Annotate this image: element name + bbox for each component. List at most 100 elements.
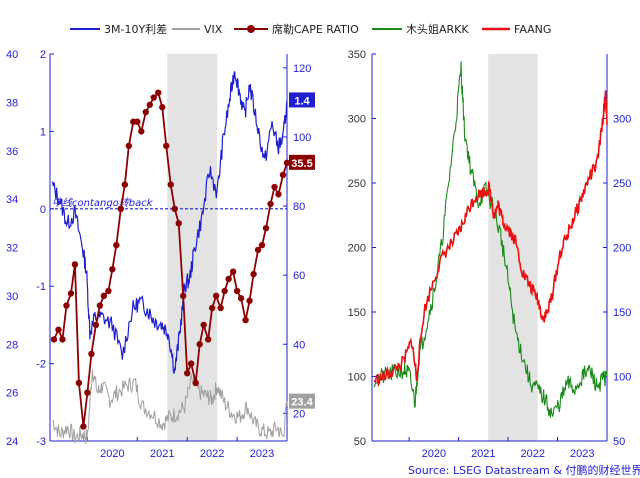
right-axis-tick-label: 200: [613, 243, 631, 255]
cape-point: [167, 181, 174, 188]
x-axis-tick-label: 2020: [100, 448, 124, 460]
right-axis-tick-label: 300: [613, 114, 631, 126]
right-axis-tick-label: 20: [293, 408, 305, 420]
middle-axis-tick-label: 2: [40, 49, 46, 61]
right-axis-tick-label: 250: [613, 178, 631, 190]
left-axis-tick-label: 40: [6, 49, 18, 61]
end-value-badge-label: 1.4: [294, 95, 310, 107]
cape-point: [50, 336, 58, 343]
cape-point: [221, 287, 228, 295]
left-panel: 24 26 28 30 32 34 36 38 40 -3 -2 -1 0 1 2 20 40 60 80 100 12…: [6, 49, 315, 460]
cape-point: [121, 181, 129, 188]
series-line-faang: [373, 90, 608, 388]
cape-point: [75, 379, 83, 387]
right-axis-tick-label: 120: [293, 63, 311, 75]
middle-axis-tick-label: 0: [40, 204, 46, 216]
cape-point: [155, 89, 162, 96]
zero-line-annotation: 中线contango转back: [52, 197, 154, 209]
cape-point: [204, 336, 212, 343]
x-axis-tick-label: 2022: [521, 448, 545, 460]
cape-point: [88, 350, 95, 358]
cape-point: [283, 159, 291, 167]
cape-point: [84, 389, 91, 396]
cape-point: [279, 171, 287, 179]
right-axis-tick-label: 100: [613, 372, 631, 384]
cape-point: [242, 316, 249, 324]
left-axis-tick-label: 36: [6, 146, 18, 158]
cape-point: [63, 302, 70, 309]
cape-point: [250, 270, 257, 278]
legend-marker-cape: [247, 25, 255, 33]
cape-point: [146, 101, 153, 108]
cape-point: [171, 205, 178, 212]
legend-label-cape: 席勒CAPE RATIO: [272, 22, 359, 36]
cape-point: [254, 246, 262, 254]
cape-point: [138, 128, 145, 135]
left-axis-tick-label: 150: [348, 307, 366, 319]
cape-point: [267, 200, 274, 208]
right-axis-tick-label: 80: [293, 201, 305, 213]
right-axis-tick-label: 40: [293, 339, 305, 351]
cape-point: [184, 370, 191, 377]
x-axis-tick-label: 2023: [250, 448, 274, 460]
cape-point: [125, 142, 133, 150]
right-axis-tick-label: 60: [293, 270, 305, 282]
end-value-badge: [289, 154, 315, 170]
left-axis-tick-label: 24: [6, 436, 18, 448]
cape-point: [275, 191, 282, 198]
legend-label-arkk: 木头姐ARKK: [406, 22, 469, 36]
cape-point: [71, 261, 79, 268]
cape-point: [175, 220, 182, 227]
cape-point: [233, 287, 241, 295]
end-value-badge-label: 35.5: [291, 158, 312, 170]
middle-axis-tick-label: 1: [40, 126, 46, 138]
left-axis-tick-label: 100: [348, 372, 366, 384]
cape-point: [180, 292, 187, 300]
cape-point: [150, 94, 157, 101]
left-axis-tick-label: 32: [6, 243, 18, 255]
legend: 3M-10Y利差 VIX 席勒CAPE RATIO 木头姐ARKK FAANG: [70, 22, 551, 36]
x-axis-tick-label: 2021: [150, 448, 174, 460]
cape-point: [225, 275, 232, 283]
left-axis-tick-label: 26: [6, 388, 18, 400]
cape-point: [208, 304, 216, 312]
cape-point: [163, 142, 170, 150]
series-line-vix: [52, 369, 288, 444]
middle-axis-tick-label: -2: [36, 359, 46, 371]
legend-label-spread: 3M-10Y利差: [104, 22, 167, 36]
cape-point: [113, 241, 120, 249]
cape-point: [217, 304, 224, 312]
right-axis-tick-label: 50: [613, 436, 625, 448]
cape-point: [258, 241, 266, 249]
series-line-arkk: [373, 61, 608, 418]
cape-point: [192, 379, 199, 387]
x-axis-tick-label: 2022: [200, 448, 224, 460]
left-axis-tick-label: 28: [6, 339, 18, 351]
source-note: Source: LSEG Datastream & 付鹏的财经世界: [408, 463, 640, 477]
cape-point: [237, 295, 245, 302]
cape-point: [246, 297, 253, 304]
right-panel: 50 100 150 200 250 300 350 50 100 150 200 250 300 202…: [348, 49, 632, 460]
left-axis-tick-label: 250: [348, 178, 366, 190]
cape-point: [100, 292, 108, 300]
end-value-badge: [289, 393, 315, 409]
x-axis-tick-label: 2020: [422, 448, 446, 460]
cape-point: [200, 321, 207, 329]
cape-point: [67, 290, 75, 297]
right-axis-tick-label: 100: [293, 132, 311, 144]
cape-point: [55, 326, 62, 333]
cape-point: [271, 183, 278, 191]
end-value-badge-label: 23.4: [291, 397, 313, 409]
cape-point: [229, 268, 237, 275]
middle-axis-tick-label: -1: [36, 281, 46, 293]
end-value-badge: [289, 92, 315, 108]
cape-point: [92, 321, 100, 329]
cape-point: [105, 287, 112, 295]
legend-label-faang: FAANG: [514, 23, 551, 36]
cape-point: [59, 336, 66, 343]
cape-point: [80, 423, 87, 430]
cape-point: [142, 108, 149, 116]
cape-point: [262, 224, 270, 232]
x-axis-tick-label: 2023: [570, 448, 594, 460]
right-axis-tick-label: 150: [613, 307, 631, 319]
